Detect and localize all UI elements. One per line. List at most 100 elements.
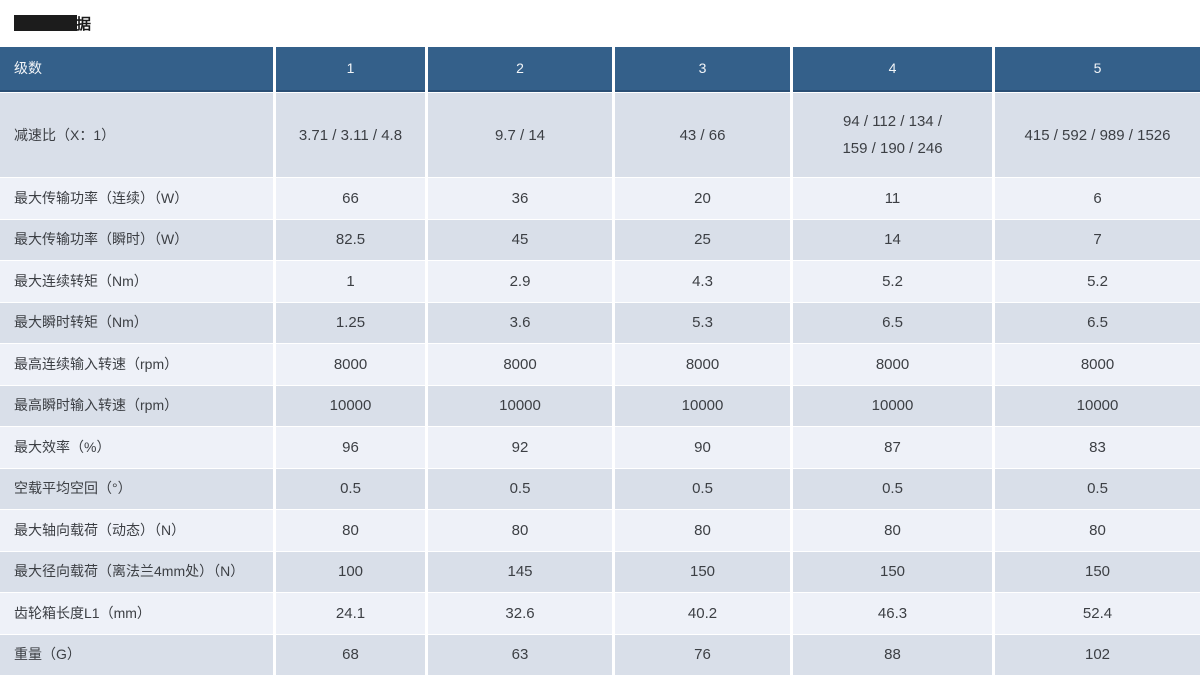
value-cell: 20	[615, 178, 790, 219]
value-cell: 0.5	[615, 468, 790, 509]
value-cell: 150	[615, 551, 790, 592]
row-label: 最高瞬时输入转速（rpm）	[0, 385, 273, 426]
value-cell: 6.5	[793, 302, 992, 343]
value-cell: 415 / 592 / 989 / 1526	[995, 93, 1200, 177]
table-row: 最高连续输入转速（rpm） 8000 8000 8000 8000 8000	[0, 344, 1200, 385]
value-cell: 10000	[615, 385, 790, 426]
value-cell: 80	[995, 510, 1200, 551]
value-cell: 2.9	[428, 261, 612, 302]
value-cell: 96	[276, 427, 425, 468]
value-cell: 43 / 66	[615, 93, 790, 177]
table-row: 最大径向载荷（离法兰4mm处）（N） 100 145 150 150 150	[0, 551, 1200, 592]
value-cell: 10000	[995, 385, 1200, 426]
value-cell: 45	[428, 219, 612, 260]
value-cell: 150	[793, 551, 992, 592]
value-cell: 8000	[276, 344, 425, 385]
header-cell-stage-number: 5	[995, 47, 1200, 92]
row-label: 减速比（X：1）	[0, 93, 273, 177]
value-cell: 52.4	[995, 593, 1200, 634]
table-header-row: 级数 1 2 3 4 5	[0, 47, 1200, 92]
value-cell: 100	[276, 551, 425, 592]
value-cell: 0.5	[995, 468, 1200, 509]
value-cell: 10000	[793, 385, 992, 426]
value-cell: 90	[615, 427, 790, 468]
row-label: 最大连续转矩（Nm）	[0, 261, 273, 302]
value-cell: 8000	[793, 344, 992, 385]
table-row: 最大传输功率（连续）（W） 66 36 20 11 6	[0, 178, 1200, 219]
value-cell: 10000	[276, 385, 425, 426]
row-label: 最大轴向载荷（动态）（N）	[0, 510, 273, 551]
value-cell: 1.25	[276, 302, 425, 343]
value-cell: 80	[793, 510, 992, 551]
value-cell: 80	[615, 510, 790, 551]
value-cell: 8000	[615, 344, 790, 385]
value-cell: 0.5	[276, 468, 425, 509]
header-cell-stage-number: 2	[428, 47, 612, 92]
value-cell: 0.5	[428, 468, 612, 509]
header-cell-stage-number: 3	[615, 47, 790, 92]
row-label: 最大瞬时转矩（Nm）	[0, 302, 273, 343]
value-cell: 3.71 / 3.11 / 4.8	[276, 93, 425, 177]
value-cell: 76	[615, 634, 790, 675]
value-cell: 5.3	[615, 302, 790, 343]
value-cell: 92	[428, 427, 612, 468]
value-cell: 94 / 112 / 134 / 159 / 190 / 246	[793, 93, 992, 177]
row-label: 最高连续输入转速（rpm）	[0, 344, 273, 385]
header-cell-stage-number: 4	[793, 47, 992, 92]
value-cell: 88	[793, 634, 992, 675]
value-cell: 102	[995, 634, 1200, 675]
table-row: 最大瞬时转矩（Nm） 1.25 3.6 5.3 6.5 6.5	[0, 302, 1200, 343]
value-cell: 9.7 / 14	[428, 93, 612, 177]
value-cell: 66	[276, 178, 425, 219]
table-row: 最大连续转矩（Nm） 1 2.9 4.3 5.2 5.2	[0, 261, 1200, 302]
table-row: 重量（G） 68 63 76 88 102	[0, 634, 1200, 675]
value-cell: 83	[995, 427, 1200, 468]
value-cell: 40.2	[615, 593, 790, 634]
value-cell: 150	[995, 551, 1200, 592]
value-cell: 5.2	[793, 261, 992, 302]
value-cell: 4.3	[615, 261, 790, 302]
row-label: 重量（G）	[0, 634, 273, 675]
value-cell: 0.5	[793, 468, 992, 509]
title-redaction-box	[14, 15, 77, 31]
table-row: 空载平均空回（°） 0.5 0.5 0.5 0.5 0.5	[0, 468, 1200, 509]
value-cell: 46.3	[793, 593, 992, 634]
header-cell-stage-number: 1	[276, 47, 425, 92]
value-cell: 87	[793, 427, 992, 468]
value-cell: 68	[276, 634, 425, 675]
row-label: 最大径向载荷（离法兰4mm处）（N）	[0, 551, 273, 592]
table-row: 齿轮箱长度L1（mm） 24.1 32.6 40.2 46.3 52.4	[0, 593, 1200, 634]
table-row: 最大轴向载荷（动态）（N） 80 80 80 80 80	[0, 510, 1200, 551]
row-label: 最大传输功率（瞬时）（W）	[0, 219, 273, 260]
value-cell: 32.6	[428, 593, 612, 634]
gearbox-spec-table: 级数 1 2 3 4 5 减速比（X：1） 3.71 / 3.11 / 4.8 9.7 / 14…	[0, 47, 1200, 675]
row-label: 齿轮箱长度L1（mm）	[0, 593, 273, 634]
value-cell: 5.2	[995, 261, 1200, 302]
table-row: 最大传输功率（瞬时）（W） 82.5 45 25 14 7	[0, 219, 1200, 260]
value-cell: 63	[428, 634, 612, 675]
value-cell: 36	[428, 178, 612, 219]
value-cell: 14	[793, 219, 992, 260]
value-cell: 24.1	[276, 593, 425, 634]
header-cell-stage-label: 级数	[0, 47, 273, 92]
value-cell: 82.5	[276, 219, 425, 260]
page-title-visible-text: 据	[76, 15, 92, 33]
value-cell: 3.6	[428, 302, 612, 343]
table-row: 减速比（X：1） 3.71 / 3.11 / 4.8 9.7 / 14 43 / 66…	[0, 93, 1200, 177]
table-row: 最大效率（%） 96 92 90 87 83	[0, 427, 1200, 468]
value-cell: 10000	[428, 385, 612, 426]
value-cell: 7	[995, 219, 1200, 260]
value-cell: 6	[995, 178, 1200, 219]
value-cell: 145	[428, 551, 612, 592]
value-cell: 1	[276, 261, 425, 302]
value-cell: 11	[793, 178, 992, 219]
value-cell: 80	[276, 510, 425, 551]
value-cell: 6.5	[995, 302, 1200, 343]
table-row: 最高瞬时输入转速（rpm） 10000 10000 10000 10000 10000	[0, 385, 1200, 426]
page-title: 据	[14, 13, 91, 33]
value-cell: 80	[428, 510, 612, 551]
value-cell: 8000	[428, 344, 612, 385]
value-cell: 25	[615, 219, 790, 260]
value-cell: 8000	[995, 344, 1200, 385]
row-label: 空载平均空回（°）	[0, 468, 273, 509]
